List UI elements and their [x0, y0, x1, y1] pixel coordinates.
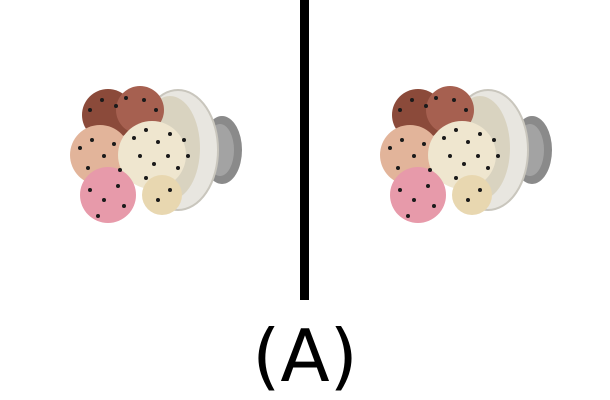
right-image-panel — [370, 60, 560, 230]
figure-caption: (A) — [252, 314, 358, 398]
left-image-panel — [60, 60, 250, 230]
ice-cream-bowl-image-right — [380, 86, 552, 223]
ice-cream-bowl-image-left — [70, 86, 242, 223]
vertical-divider — [300, 0, 309, 300]
